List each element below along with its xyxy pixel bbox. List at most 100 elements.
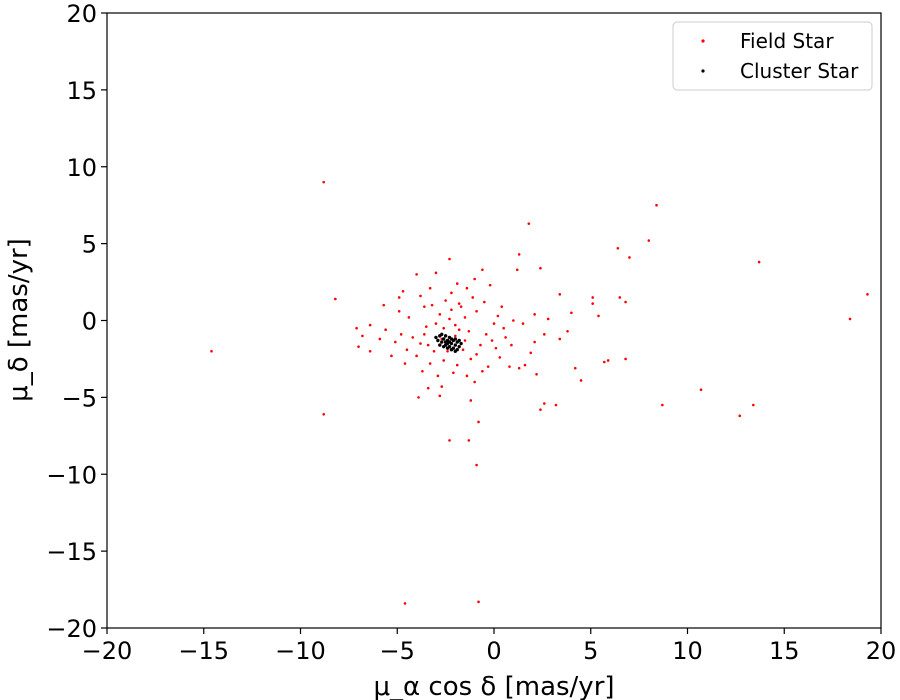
field-star-point — [484, 333, 488, 336]
field-star-point — [529, 351, 533, 355]
cluster-star-point — [445, 346, 450, 350]
x-axis-label: μ_α cos δ [mas/yr] — [373, 672, 614, 700]
field-star-point — [399, 333, 403, 336]
field-star-point — [368, 349, 372, 353]
field-star-point — [751, 403, 755, 407]
cluster-star-point — [443, 334, 448, 338]
field-star-point — [477, 600, 480, 604]
field-star-point — [606, 359, 610, 362]
cluster-star-point — [440, 340, 444, 344]
y-tick-label: −5 — [62, 384, 97, 412]
field-star-point — [322, 180, 326, 184]
field-star-point — [543, 402, 546, 405]
field-star-point — [591, 296, 594, 299]
field-star-point — [417, 396, 420, 399]
field-star-point — [500, 305, 504, 308]
field-star-point — [508, 365, 511, 368]
field-star-point — [430, 303, 434, 307]
field-star-point — [450, 291, 453, 295]
field-star-point — [543, 333, 546, 336]
field-star-point — [597, 314, 600, 318]
cluster-star-point — [441, 337, 446, 341]
data-points-layer — [210, 180, 869, 605]
field-star-point — [579, 379, 583, 382]
field-star-point — [455, 363, 459, 367]
field-star-point — [357, 345, 360, 348]
field-star-point — [436, 374, 440, 378]
field-star-point — [504, 336, 507, 339]
field-star-point — [475, 463, 478, 467]
cluster-star-point — [434, 335, 438, 340]
x-tick-label: 15 — [769, 637, 800, 665]
x-tick-label: 0 — [486, 637, 501, 665]
field-star-point — [866, 293, 869, 296]
cluster-star-point — [436, 338, 440, 343]
field-star-point — [463, 339, 467, 342]
field-star-point — [434, 271, 438, 275]
legend: Field Star Cluster Star — [672, 21, 873, 91]
field-star-point — [355, 326, 358, 330]
field-star-point — [527, 222, 531, 225]
legend-marker-field-star — [701, 39, 705, 43]
cluster-star-point — [453, 349, 457, 353]
field-star-point — [426, 386, 430, 390]
field-star-point — [473, 380, 476, 384]
field-star-point — [457, 302, 461, 305]
x-tick-label: −20 — [82, 637, 133, 665]
field-star-point — [517, 253, 521, 256]
cluster-star-point — [443, 340, 448, 344]
cluster-star-point — [453, 343, 457, 347]
field-star-point — [415, 273, 418, 276]
plot-frame — [106, 12, 882, 629]
field-star-point — [438, 313, 442, 316]
x-tick-label: −15 — [178, 637, 229, 665]
field-star-point — [554, 403, 558, 407]
field-star-point — [368, 323, 372, 327]
field-star-point — [475, 309, 478, 313]
field-star-point — [757, 260, 761, 264]
field-star-point — [738, 414, 742, 418]
field-star-point — [401, 289, 405, 293]
field-star-point — [521, 322, 525, 325]
field-star-point — [699, 388, 703, 391]
field-star-point — [454, 323, 457, 327]
field-star-point — [465, 374, 469, 378]
field-star-point — [628, 256, 631, 259]
legend-marker-cluster-star — [701, 69, 705, 73]
field-star-point — [533, 340, 536, 344]
cluster-star-point — [457, 338, 461, 343]
field-star-point — [533, 313, 536, 316]
field-star-point — [415, 354, 418, 358]
field-star-point — [618, 296, 622, 299]
field-star-point — [384, 328, 387, 332]
field-star-point — [378, 337, 382, 341]
x-tick-label: 5 — [583, 637, 598, 665]
field-star-point — [616, 246, 620, 250]
field-star-point — [479, 343, 482, 347]
field-star-point — [573, 366, 577, 370]
field-star-point — [322, 412, 326, 416]
field-star-point — [467, 329, 471, 333]
field-star-point — [570, 311, 573, 315]
y-tick-label: −15 — [46, 538, 97, 566]
field-star-point — [469, 399, 473, 402]
field-star-point — [486, 365, 490, 368]
field-star-point — [510, 343, 513, 347]
field-star-point — [539, 408, 542, 411]
field-star-point — [647, 239, 651, 242]
field-star-point — [426, 343, 430, 347]
field-star-point — [496, 314, 500, 318]
field-star-point — [442, 326, 445, 330]
field-star-point — [461, 348, 465, 352]
field-star-point — [405, 348, 409, 352]
field-star-point — [475, 353, 478, 356]
y-tick-label: 0 — [82, 308, 97, 336]
field-star-point — [602, 360, 606, 364]
field-star-point — [492, 322, 496, 325]
field-star-point — [546, 317, 550, 321]
field-star-point — [655, 203, 658, 207]
field-star-point — [473, 277, 476, 281]
field-star-point — [452, 371, 455, 375]
field-star-point — [397, 296, 401, 299]
field-star-point — [463, 316, 467, 319]
